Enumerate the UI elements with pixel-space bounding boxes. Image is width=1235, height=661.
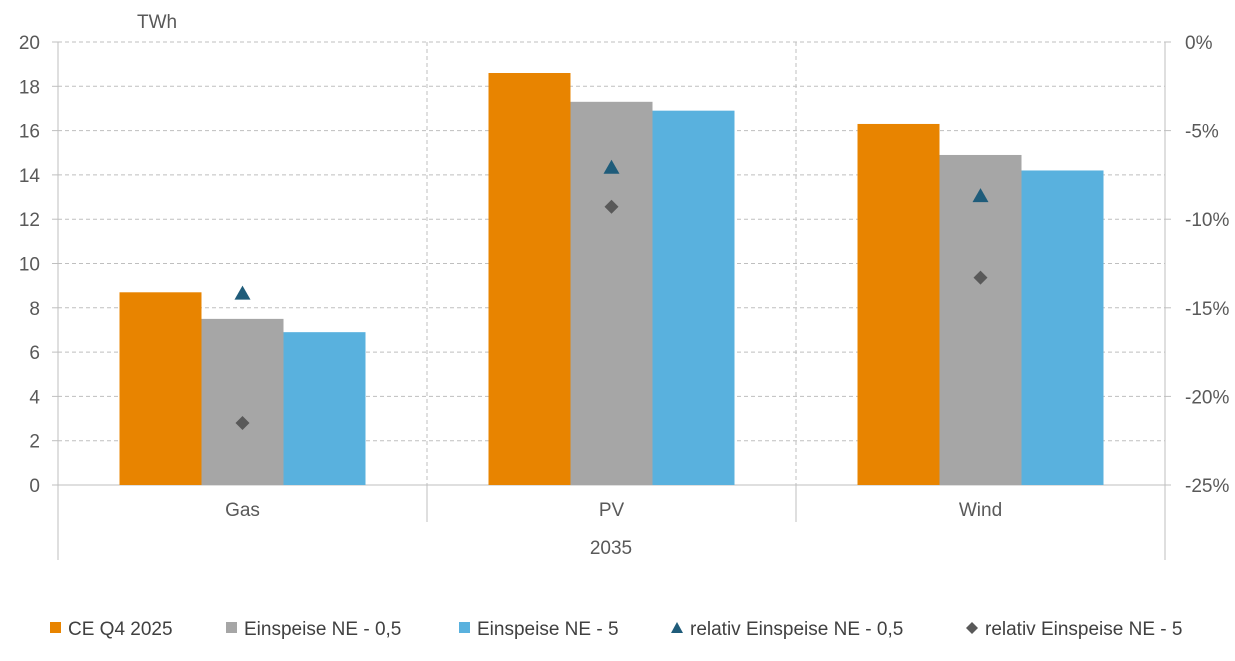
legend-swatch	[50, 622, 61, 633]
bar	[570, 101, 653, 486]
y-axis-unit: TWh	[137, 12, 177, 33]
bar	[857, 123, 940, 485]
category-label: Gas	[225, 500, 260, 521]
bar	[119, 292, 202, 485]
legend-swatch	[459, 622, 470, 633]
y-tick-label: 16	[19, 122, 40, 143]
y2-tick-label: -15%	[1185, 299, 1229, 320]
y-tick-label: 4	[29, 387, 40, 408]
y-tick-label: 8	[29, 299, 40, 320]
legend-swatch	[226, 622, 237, 633]
y-tick-label: 12	[19, 210, 40, 231]
legend: CE Q4 2025 Einspeise NE - 0,5 Einspeise NE…	[50, 619, 1182, 640]
bar	[939, 154, 1022, 485]
bar	[283, 332, 366, 485]
triangle-marker	[603, 159, 620, 174]
triangle-marker	[234, 285, 251, 300]
y-tick-label: 0	[29, 476, 40, 497]
triangle-marker	[972, 188, 989, 203]
legend-swatch	[966, 622, 978, 634]
legend-swatch	[671, 622, 683, 633]
category-label: PV	[599, 500, 625, 521]
bars	[119, 73, 1104, 486]
y-tick-label: 10	[19, 255, 40, 276]
y-tick-label: 6	[29, 343, 40, 364]
legend-label: CE Q4 2025	[68, 619, 173, 640]
bar	[652, 110, 735, 485]
y-tick-label: 20	[19, 33, 40, 54]
legend-label: relativ Einspeise NE - 0,5	[690, 619, 903, 640]
y-tick-label: 18	[19, 77, 40, 98]
bar	[201, 318, 284, 485]
bar	[488, 73, 571, 485]
bar	[1021, 170, 1104, 485]
category-label: Wind	[959, 500, 1002, 521]
y2-tick-label: -20%	[1185, 387, 1229, 408]
group-label: 2035	[590, 538, 632, 559]
diamond-marker	[973, 270, 988, 285]
markers	[234, 159, 989, 430]
diamond-marker	[604, 199, 619, 214]
legend-label: Einspeise NE - 5	[477, 619, 619, 640]
y2-tick-label: 0%	[1185, 33, 1213, 54]
y-tick-label: 14	[19, 166, 41, 187]
legend-label: Einspeise NE - 0,5	[244, 619, 401, 640]
y2-tick-label: -10%	[1185, 210, 1229, 231]
y-tick-label: 2	[29, 432, 40, 453]
y2-tick-label: -25%	[1185, 476, 1229, 497]
legend-label: relativ Einspeise NE - 5	[985, 619, 1182, 640]
diamond-marker	[235, 415, 250, 430]
y2-tick-label: -5%	[1185, 122, 1219, 143]
axis-labels: 0 2 4 6 8 10 12 14 16 18 20 0% -5% -10% -15% -20% -25% Ga…	[19, 33, 1230, 521]
